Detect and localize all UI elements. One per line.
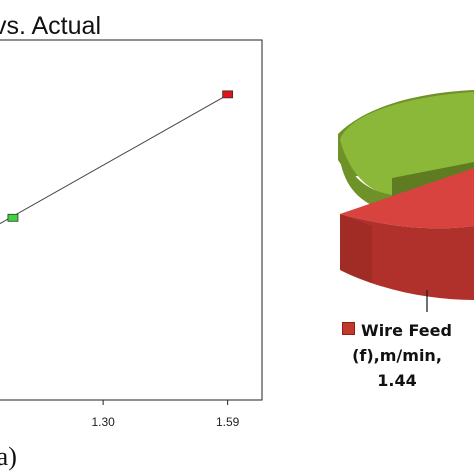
pie-label-text-1: Wire Feed — [361, 321, 452, 340]
x-tick-label-3: 1.59 — [216, 415, 240, 429]
x-tick-label-2: 1.30 — [91, 415, 115, 429]
plot-frame — [0, 39, 263, 401]
pie-slice-red-top — [340, 168, 474, 229]
pie-slice-red-side — [340, 214, 474, 300]
panel-tag: (a) — [0, 442, 17, 471]
chart-title: vs. Actual — [0, 12, 101, 40]
data-point-1 — [7, 213, 19, 222]
pie-label-line-3: 1.44 — [377, 371, 417, 390]
data-point-2 — [222, 90, 234, 99]
pie-slice-red-shade — [340, 214, 372, 283]
pie-label-line-2: (f),m/min, — [352, 346, 442, 365]
pie-slice-label: Wire Feed (f),m/min, 1.44 — [322, 318, 472, 393]
pie-slice-green-rim — [340, 140, 392, 212]
pie-label-line-1: Wire Feed — [322, 318, 472, 343]
legend-key-wire-feed — [342, 322, 356, 335]
